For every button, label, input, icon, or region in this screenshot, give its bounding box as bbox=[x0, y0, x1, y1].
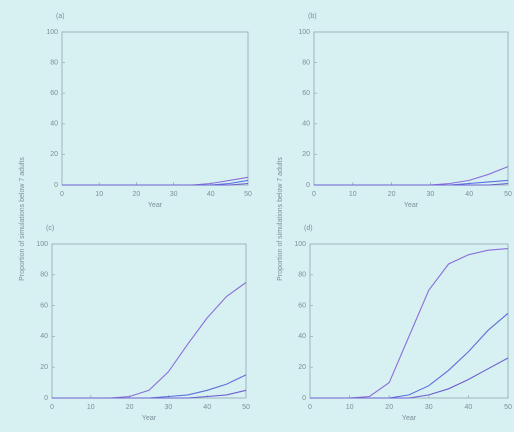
data-line bbox=[314, 182, 509, 186]
x-tick-label: 30 bbox=[170, 191, 178, 198]
x-tick-label: 20 bbox=[133, 191, 141, 198]
y-tick-label: 100 bbox=[294, 241, 306, 248]
x-tick-label: 30 bbox=[427, 191, 435, 198]
data-line bbox=[310, 357, 509, 399]
x-tick-label: 20 bbox=[385, 404, 393, 411]
y-axis-label: Proportion of simulations below 7 adults bbox=[19, 157, 26, 281]
y-tick-label: 40 bbox=[302, 121, 310, 128]
y-tick-label: 0 bbox=[44, 395, 48, 402]
x-axis-label: Year bbox=[142, 415, 157, 422]
y-tick-label: 80 bbox=[40, 272, 48, 279]
x-tick-label: 20 bbox=[388, 191, 396, 198]
x-axis-label: Year bbox=[148, 202, 163, 209]
x-axis-label: Year bbox=[404, 202, 419, 209]
y-tick-label: 80 bbox=[50, 59, 58, 66]
x-tick-label: 10 bbox=[95, 191, 103, 198]
x-tick-label: 30 bbox=[425, 404, 433, 411]
x-tick-label: 0 bbox=[50, 404, 54, 411]
y-tick-label: 80 bbox=[302, 59, 310, 66]
y-tick-label: 20 bbox=[298, 364, 306, 371]
y-tick-label: 40 bbox=[298, 333, 306, 340]
x-tick-label: 30 bbox=[165, 404, 173, 411]
y-tick-label: 20 bbox=[302, 151, 310, 158]
y-tick-label: 60 bbox=[298, 302, 306, 309]
y-tick-label: 20 bbox=[50, 151, 58, 158]
x-tick-label: 40 bbox=[465, 191, 473, 198]
y-tick-label: 80 bbox=[298, 272, 306, 279]
panel-label: (b) bbox=[308, 13, 317, 20]
data-line bbox=[62, 182, 249, 186]
y-tick-label: 100 bbox=[46, 29, 58, 36]
y-tick-label: 100 bbox=[36, 241, 48, 248]
x-tick-label: 40 bbox=[203, 404, 211, 411]
panel-label: (a) bbox=[56, 13, 65, 20]
y-tick-label: 0 bbox=[54, 182, 58, 189]
x-tick-label: 50 bbox=[242, 404, 250, 411]
x-tick-label: 0 bbox=[308, 404, 312, 411]
x-tick-label: 0 bbox=[60, 191, 64, 198]
y-tick-label: 40 bbox=[40, 333, 48, 340]
x-tick-label: 40 bbox=[207, 191, 215, 198]
x-tick-label: 10 bbox=[346, 404, 354, 411]
y-tick-label: 60 bbox=[302, 90, 310, 97]
y-tick-label: 40 bbox=[50, 121, 58, 128]
x-tick-label: 10 bbox=[87, 404, 95, 411]
x-tick-label: 10 bbox=[349, 191, 357, 198]
x-tick-label: 20 bbox=[126, 404, 134, 411]
x-tick-label: 50 bbox=[504, 191, 512, 198]
x-tick-label: 50 bbox=[244, 191, 252, 198]
x-tick-label: 50 bbox=[504, 404, 512, 411]
y-tick-label: 100 bbox=[298, 29, 310, 36]
y-tick-label: 60 bbox=[50, 90, 58, 97]
x-tick-label: 0 bbox=[312, 191, 316, 198]
y-tick-label: 60 bbox=[40, 302, 48, 309]
y-tick-label: 20 bbox=[40, 364, 48, 371]
y-tick-label: 0 bbox=[302, 395, 306, 402]
panel-label: (d) bbox=[304, 225, 313, 232]
y-tick-label: 0 bbox=[306, 182, 310, 189]
x-tick-label: 40 bbox=[465, 404, 473, 411]
data-line bbox=[52, 389, 247, 399]
y-axis-label: Proportion of simulations below 7 adults bbox=[277, 157, 284, 281]
x-axis-label: Year bbox=[402, 415, 417, 422]
panel-label: (c) bbox=[46, 225, 54, 232]
